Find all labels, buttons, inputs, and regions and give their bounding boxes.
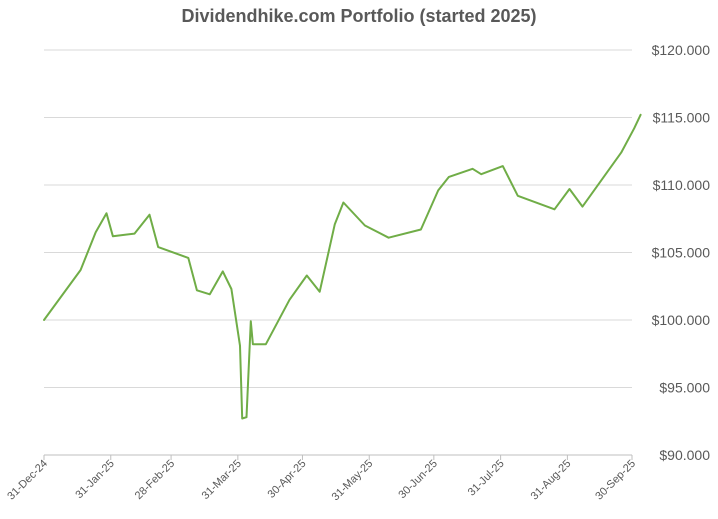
x-tick-label: 31-Dec-24 [5,458,50,503]
x-tick-label: 30-Sep-25 [593,458,638,503]
x-tick-label: 31-Jul-25 [466,458,507,499]
series-line [43,113,642,420]
x-tick-label: 30-Jun-25 [396,458,440,502]
y-tick-label: $100.000 [652,312,711,328]
y-tick-label: $115.000 [653,110,711,126]
x-tick-label: 30-Apr-25 [266,458,309,501]
x-tick-label: 31-May-25 [330,458,376,504]
x-tick-label: 31-Aug-25 [529,458,574,503]
chart-title: Dividendhike.com Portfolio (started 2025… [181,6,537,26]
x-tick-label: 31-Mar-25 [200,458,244,502]
y-tick-label: $110.000 [653,177,711,193]
y-tick-label: $90.000 [659,447,710,463]
y-tick-label: $105.000 [652,245,711,261]
y-tick-label: $120.000 [652,42,711,58]
y-tick-label: $95.000 [659,380,710,396]
x-tick-label: 31-Jan-25 [73,458,117,502]
x-tick-label: 28-Feb-25 [133,458,177,502]
